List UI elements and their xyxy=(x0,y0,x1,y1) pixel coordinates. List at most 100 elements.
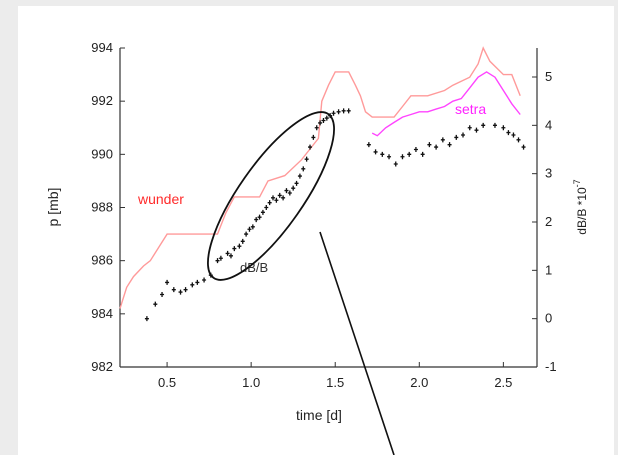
series-point-db-b xyxy=(492,122,497,128)
series-point-db-b xyxy=(501,125,506,131)
series-point-db-b xyxy=(434,144,439,150)
series-point-db-b xyxy=(301,166,306,172)
series-point-db-b xyxy=(297,173,302,179)
series-point-db-b xyxy=(324,115,329,121)
series-point-db-b xyxy=(346,108,351,114)
series-point-db-b xyxy=(144,316,149,322)
right-y-axis-title-exponent: -7 xyxy=(572,179,582,187)
y-right-tick-label: -1 xyxy=(545,359,557,374)
series-point-db-b xyxy=(237,243,242,249)
series-point-db-b xyxy=(454,134,459,140)
series-label-setra: setra xyxy=(455,101,486,117)
x-ticks: 0.5 1.0 1.5 2.0 2.5 xyxy=(158,362,512,390)
series-point-db-b xyxy=(521,144,526,150)
y-right-tick-label: 5 xyxy=(545,69,552,84)
series-point-db-b xyxy=(308,144,313,150)
y-right-tick-label: 0 xyxy=(545,311,552,326)
chart-svg: 0.5 1.0 1.5 2.0 2.5 982 984 986 988 990 992 994 -1… xyxy=(45,40,589,455)
series-point-db-b xyxy=(291,185,296,191)
x-tick-label: 2.5 xyxy=(494,375,512,390)
x-tick-label: 0.5 xyxy=(158,375,176,390)
series-point-db-b xyxy=(228,253,233,259)
y-left-tick-label: 988 xyxy=(91,200,113,215)
series-point-db-b xyxy=(467,125,472,131)
y-left-tick-label: 992 xyxy=(91,93,113,108)
y-right-ticks: -1 0 1 2 3 4 5 xyxy=(532,69,557,374)
series-point-db-b xyxy=(183,287,188,293)
x-tick-label: 1.0 xyxy=(242,375,260,390)
series-point-db-b xyxy=(171,287,176,293)
series-point-db-b xyxy=(281,195,286,201)
x-tick-label: 1.5 xyxy=(326,375,344,390)
series-point-db-b xyxy=(225,250,230,256)
series-point-db-b xyxy=(400,154,405,160)
series-point-db-b xyxy=(294,180,299,186)
series-point-db-b xyxy=(254,217,259,223)
series-point-db-b xyxy=(287,190,292,196)
y-left-tick-label: 986 xyxy=(91,253,113,268)
series-point-db-b xyxy=(516,137,521,143)
series-point-db-b xyxy=(264,205,269,210)
series-point-db-b xyxy=(215,258,220,264)
y-left-ticks: 982 984 986 988 990 992 994 xyxy=(91,40,125,374)
series-point-db-b xyxy=(321,118,326,123)
series-point-db-b xyxy=(284,188,289,194)
pointer-line xyxy=(319,231,395,455)
series-point-db-b xyxy=(218,255,223,261)
series-point-db-b xyxy=(304,156,309,162)
series-point-db-b xyxy=(178,289,183,295)
series-point-db-b xyxy=(232,246,237,252)
right-y-axis-title: dB/B *10-7 xyxy=(572,179,589,234)
series-point-db-b xyxy=(311,134,316,140)
series-line-wunder xyxy=(119,46,521,309)
series-point-db-b xyxy=(420,151,425,157)
series-point-db-b xyxy=(481,122,486,128)
series-point-db-b xyxy=(387,154,392,160)
series-point-db-b xyxy=(257,214,262,220)
series-label-wunder: wunder xyxy=(137,191,184,207)
y-right-tick-label: 2 xyxy=(545,214,552,229)
right-y-axis-title-base: dB/B *10 xyxy=(575,187,589,235)
series-point-db-b xyxy=(271,195,276,201)
series-point-db-b xyxy=(260,209,265,215)
series-point-db-b xyxy=(195,279,200,285)
series-point-db-b xyxy=(277,192,282,198)
y-right-tick-label: 3 xyxy=(545,166,552,181)
series-layer xyxy=(119,46,526,322)
y-left-tick-label: 982 xyxy=(91,359,113,374)
series-point-db-b xyxy=(318,120,323,126)
y-left-tick-label: 990 xyxy=(91,146,113,161)
series-point-db-b xyxy=(380,151,385,157)
series-point-db-b xyxy=(190,282,195,288)
series-point-db-b xyxy=(240,238,245,244)
series-label-dbb: dB/B xyxy=(240,260,268,275)
y-right-tick-label: 4 xyxy=(545,117,552,132)
y-left-tick-label: 994 xyxy=(91,40,113,55)
series-point-db-b xyxy=(274,197,279,203)
y-left-tick-label: 984 xyxy=(91,306,113,321)
series-point-db-b xyxy=(336,109,341,115)
series-point-db-b xyxy=(373,149,378,155)
plot-area: 0.5 1.0 1.5 2.0 2.5 982 984 986 988 990 992 994 -1… xyxy=(91,40,556,390)
series-point-db-b xyxy=(314,125,319,131)
series-point-db-b xyxy=(427,142,432,148)
series-point-db-b xyxy=(511,132,516,138)
series-point-db-b xyxy=(165,279,170,285)
x-axis-title: time [d] xyxy=(296,407,342,423)
series-point-db-b xyxy=(244,231,249,237)
series-point-db-b xyxy=(250,224,255,230)
chart-frame: 0.5 1.0 1.5 2.0 2.5 982 984 986 988 990 992 994 -1… xyxy=(18,6,614,455)
series-point-db-b xyxy=(202,277,207,283)
series-point-db-b xyxy=(341,108,346,114)
series-point-db-b xyxy=(461,132,466,138)
series-point-db-b xyxy=(331,110,336,116)
x-tick-label: 2.0 xyxy=(410,375,428,390)
highlight-ellipse xyxy=(207,111,335,281)
series-point-db-b xyxy=(407,151,412,157)
series-point-db-b xyxy=(506,130,511,136)
series-point-db-b xyxy=(366,142,371,148)
series-line-setra xyxy=(371,71,521,137)
series-point-db-b xyxy=(440,137,445,143)
series-point-db-b xyxy=(474,127,479,133)
series-point-db-b xyxy=(267,200,272,206)
